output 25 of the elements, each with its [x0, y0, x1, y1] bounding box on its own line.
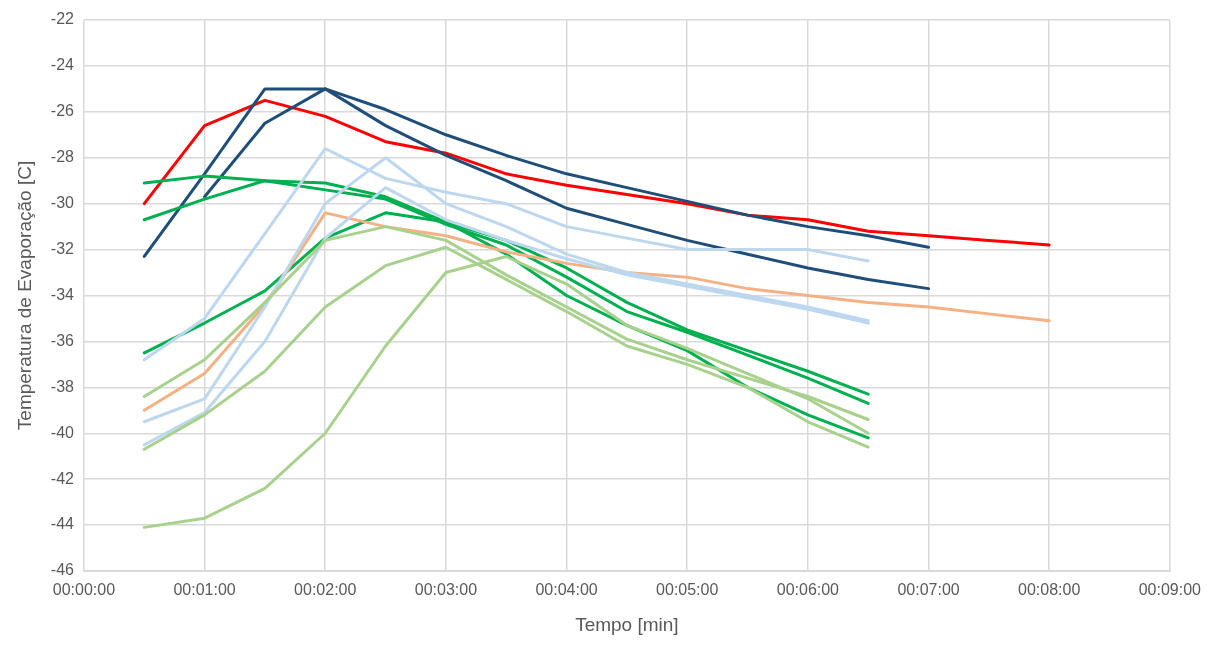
x-tick-label: 00:05:00	[656, 581, 719, 599]
x-tick-label: 00:07:00	[897, 581, 960, 599]
y-tick-label: -34	[50, 285, 75, 303]
y-tick-label: -28	[50, 148, 75, 166]
y-tick-label: -38	[50, 377, 75, 395]
x-tick-label: 00:08:00	[1018, 581, 1081, 599]
x-tick-label: 00:09:00	[1138, 581, 1202, 599]
y-tick-label: -30	[50, 194, 75, 212]
x-tick-label: 00:01:00	[173, 581, 236, 599]
y-tick-label: -32	[50, 239, 75, 257]
y-tick-label: -44	[50, 515, 75, 533]
x-tick-label: 00:03:00	[414, 581, 478, 599]
x-axis-title: Tempo [min]	[575, 613, 679, 635]
x-tick-label: 00:02:00	[294, 581, 357, 599]
x-tick-label: 00:04:00	[535, 581, 598, 599]
y-tick-label: -26	[50, 102, 75, 120]
y-axis-title: Temperatura de Evaporação [C]	[13, 160, 35, 431]
x-tick-label: 00:00:00	[52, 581, 116, 599]
y-tick-label: -22	[50, 10, 75, 28]
y-tick-label: -40	[50, 423, 75, 441]
y-tick-label: -24	[50, 56, 75, 74]
y-tick-label: -36	[50, 331, 75, 349]
y-tick-label: -42	[50, 469, 75, 487]
y-tick-label: -46	[50, 561, 75, 579]
x-tick-label: 00:06:00	[776, 581, 840, 599]
